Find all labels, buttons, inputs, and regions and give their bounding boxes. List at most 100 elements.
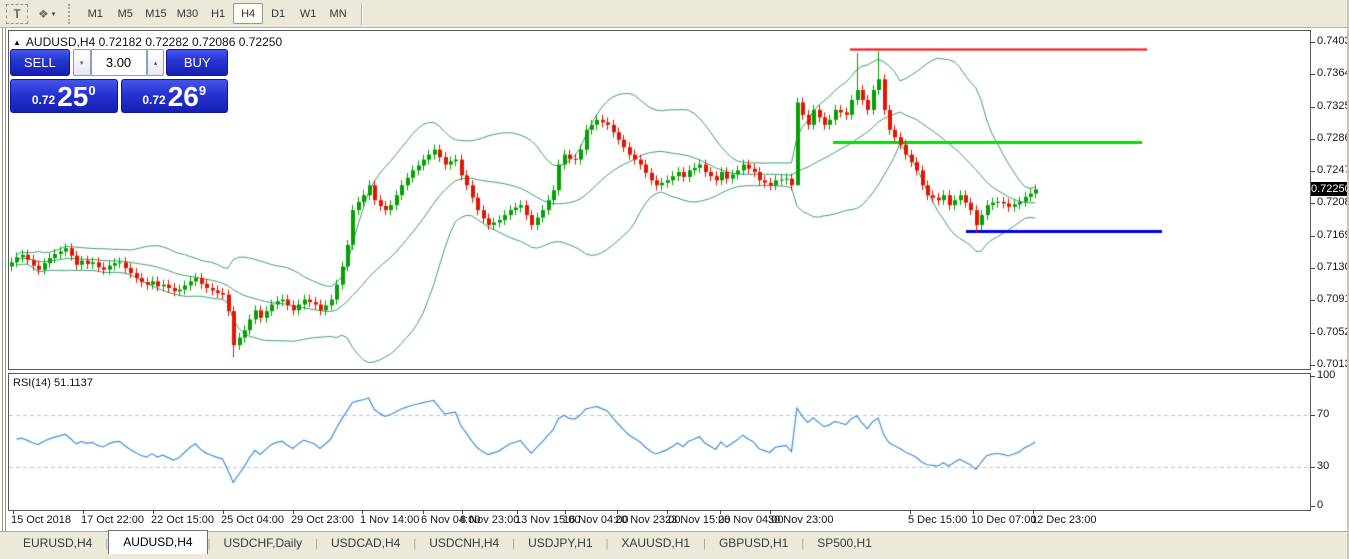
time-axis-label: 25 Oct 04:00 — [221, 514, 284, 526]
axis-tick — [1311, 107, 1315, 108]
objects-icon: ❖ — [38, 7, 49, 21]
toolbar-grip — [68, 4, 73, 24]
chart-tab-xauusd-h1[interactable]: XAUUSD,H1 — [608, 533, 703, 554]
time-axis-label: 1 Nov 14:00 — [360, 514, 419, 526]
chart-tab-usdjpy-h1[interactable]: USDJPY,H1 — [515, 533, 605, 554]
time-axis-label: 15 Oct 2018 — [11, 514, 71, 526]
rsi-chart-canvas[interactable] — [9, 374, 1310, 510]
axis-tick — [153, 510, 154, 514]
axis-tick — [362, 510, 363, 514]
sell-price-big: 25 — [57, 84, 88, 110]
price-axis-label: 0.70910 — [1317, 293, 1349, 305]
price-axis-label: 0.70520 — [1317, 326, 1349, 338]
rsi-indicator-label: RSI(14) 51.1137 — [13, 377, 93, 389]
axis-tick — [565, 510, 566, 514]
timeframe-button-MN[interactable]: MN — [323, 3, 353, 24]
timeframe-button-M15[interactable]: M15 — [140, 3, 171, 24]
axis-tick — [720, 510, 721, 514]
chart-tab-sp500-h1[interactable]: SP500,H1 — [804, 533, 885, 554]
rsi-axis-label: 100 — [1317, 369, 1335, 381]
chart-tab-usdcad-h4[interactable]: USDCAD,H4 — [318, 533, 413, 554]
axis-tick — [1311, 171, 1315, 172]
timeframe-button-H4[interactable]: H4 — [233, 3, 263, 24]
price-axis-label: 0.73250 — [1317, 100, 1349, 112]
volume-input[interactable] — [91, 49, 147, 76]
chart-ohlc-title: ▲ AUDUSD,H4 0.72182 0.72282 0.72086 0.722… — [13, 35, 282, 49]
window-edge-line — [5, 28, 6, 531]
dropdown-caret-icon: ▾ — [52, 10, 56, 18]
axis-tick — [1311, 333, 1315, 334]
rsi-axis-label: 70 — [1317, 408, 1329, 420]
volume-decrease-button[interactable]: ▾ — [73, 49, 91, 76]
axis-tick — [1311, 506, 1315, 507]
timeframe-button-M1[interactable]: M1 — [80, 3, 110, 24]
axis-tick — [1311, 376, 1315, 377]
time-axis-label: 29 Oct 23:00 — [291, 514, 354, 526]
axis-tick — [517, 510, 518, 514]
buy-button[interactable]: BUY — [166, 49, 228, 76]
sell-price-pip: 0 — [88, 83, 95, 98]
rsi-indicator-pane — [8, 373, 1311, 511]
collapse-panel-icon[interactable]: ▲ — [13, 38, 21, 47]
toolbar-separator — [361, 3, 363, 25]
rsi-axis-label: 30 — [1317, 460, 1329, 472]
buy-price-big: 26 — [168, 84, 199, 110]
price-axis-label: 0.72470 — [1317, 164, 1349, 176]
timeframe-button-M5[interactable]: M5 — [110, 3, 140, 24]
time-axis-label: 5 Dec 15:00 — [908, 514, 967, 526]
sell-price-prefix: 0.72 — [32, 93, 55, 107]
chart-tab-gbpusd-h1[interactable]: GBPUSD,H1 — [706, 533, 801, 554]
time-axis-label: 10 Dec 07:00 — [971, 514, 1036, 526]
axis-tick — [910, 510, 911, 514]
axis-tick — [1311, 365, 1315, 366]
buy-price-display[interactable]: 0.72 26 9 — [121, 79, 229, 113]
axis-tick — [973, 510, 974, 514]
axis-tick — [462, 510, 463, 514]
axis-tick — [1033, 510, 1034, 514]
timeframe-button-D1[interactable]: D1 — [263, 3, 293, 24]
chart-tab-usdcnh-h4[interactable]: USDCNH,H4 — [416, 533, 512, 554]
axis-tick — [13, 510, 14, 514]
chart-tab-bar: EURUSD,H4|AUDUSD,H4|USDCHF,Daily|USDCAD,… — [0, 531, 1349, 554]
axis-tick — [1311, 139, 1315, 140]
price-axis-label: 0.72860 — [1317, 132, 1349, 144]
timeframe-button-W1[interactable]: W1 — [293, 3, 323, 24]
price-axis-label: 0.72080 — [1317, 196, 1349, 208]
axis-tick — [1311, 203, 1315, 204]
volume-increase-button[interactable]: ▴ — [147, 49, 165, 76]
chart-tab-eurusd-h4[interactable]: EURUSD,H4 — [10, 533, 105, 554]
axis-tick — [1311, 415, 1315, 416]
time-axis-label: 30 Nov 23:00 — [768, 514, 833, 526]
axis-tick — [1311, 74, 1315, 75]
buy-price-prefix: 0.72 — [142, 93, 165, 107]
chart-tab-usdchf-daily[interactable]: USDCHF,Daily — [210, 533, 315, 554]
timeframe-toolbar: M1M5M15M30H1H4D1W1MN — [80, 0, 353, 27]
time-axis-label: 12 Dec 23:00 — [1031, 514, 1096, 526]
text-tool-button[interactable]: T — [6, 4, 28, 24]
one-click-trading-panel: SELL ▾ ▴ BUY 0.72 25 0 0.72 26 9 — [10, 49, 228, 113]
rsi-axis-label: 0 — [1317, 499, 1323, 511]
objects-tool-button[interactable]: ❖ ▾ — [34, 4, 59, 24]
top-toolbar: T ❖ ▾ M1M5M15M30H1H4D1W1MN — [0, 0, 1349, 28]
current-price-tag: 0.72250 — [1311, 182, 1349, 196]
sell-button[interactable]: SELL — [10, 49, 70, 76]
axis-tick — [1311, 300, 1315, 301]
time-axis-label: 17 Oct 22:00 — [81, 514, 144, 526]
price-axis-label: 0.71690 — [1317, 229, 1349, 241]
price-axis-label: 0.71300 — [1317, 261, 1349, 273]
status-bar — [0, 554, 1349, 559]
axis-tick — [1311, 467, 1315, 468]
axis-tick — [617, 510, 618, 514]
window-edge-line — [2, 28, 3, 531]
chart-tab-audusd-h4[interactable]: AUDUSD,H4 — [108, 530, 207, 554]
ohlc-text: AUDUSD,H4 0.72182 0.72282 0.72086 0.7225… — [26, 35, 282, 49]
price-axis-label: 0.73640 — [1317, 67, 1349, 79]
buy-price-pip: 9 — [199, 83, 206, 98]
timeframe-button-M30[interactable]: M30 — [172, 3, 203, 24]
axis-tick — [770, 510, 771, 514]
sell-price-display[interactable]: 0.72 25 0 — [10, 79, 118, 113]
time-axis-label: 22 Oct 15:00 — [151, 514, 214, 526]
timeframe-button-H1[interactable]: H1 — [203, 3, 233, 24]
axis-tick — [1311, 268, 1315, 269]
axis-tick — [83, 510, 84, 514]
